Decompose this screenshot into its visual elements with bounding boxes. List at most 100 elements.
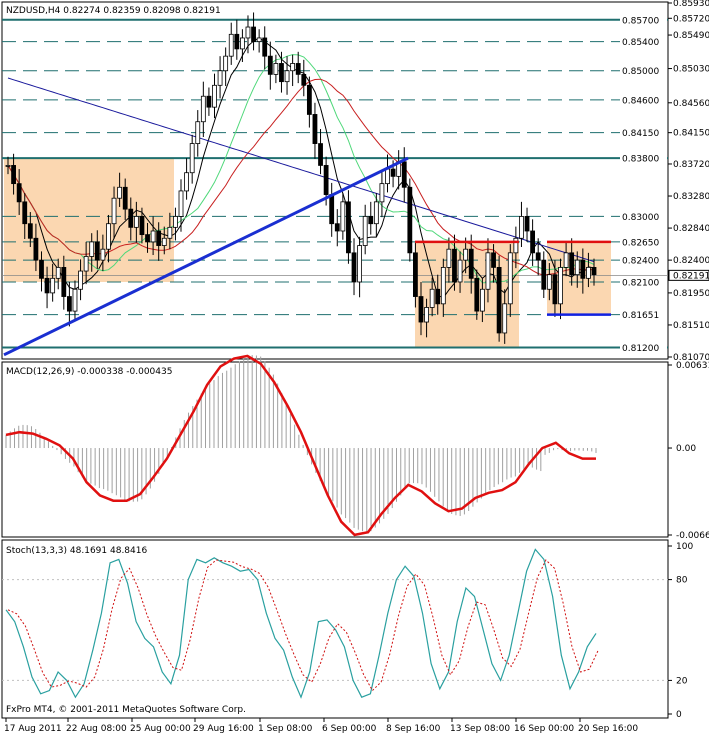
level-label-bg: [620, 342, 667, 353]
candle-body: [133, 216, 139, 228]
candle-body: [401, 161, 407, 188]
candle-body: [128, 208, 134, 228]
candle-body: [267, 55, 273, 75]
candle-body: [217, 70, 223, 86]
level-label: 0.85700: [622, 16, 659, 26]
level-label-bg: [620, 211, 667, 222]
candle-body: [468, 248, 474, 279]
candle-body: [323, 165, 329, 195]
candle-body: [574, 259, 580, 276]
level-label-bg: [620, 276, 667, 287]
candle-body: [44, 277, 50, 294]
price-tick-label: 0.81070: [673, 353, 709, 363]
level-label-bg: [620, 94, 667, 105]
candle-body: [318, 143, 323, 166]
candle-body: [334, 223, 340, 232]
level-label-bg: [620, 255, 667, 266]
ma-mid-line: [7, 54, 595, 284]
macd-tick-label: 0.00: [676, 444, 696, 454]
candle-body: [502, 303, 508, 334]
price-tick-label: 0.83280: [673, 192, 709, 202]
candle-body: [479, 288, 485, 312]
candle-body: [106, 223, 111, 250]
level-label: 0.84150: [622, 129, 659, 139]
time-tick-label: 8 Sep 16:00: [386, 724, 441, 734]
price-tick-label: 0.81510: [673, 321, 709, 331]
candle-body: [279, 63, 284, 83]
candle-body: [485, 252, 491, 290]
price-tick-label: 0.85030: [673, 65, 709, 75]
candle-body: [513, 237, 519, 254]
candle-body: [290, 63, 296, 72]
time-tick-label: 25 Aug 00:00: [130, 724, 191, 734]
price-tick-label: 0.81950: [673, 289, 709, 299]
level-label: 0.83000: [622, 213, 659, 223]
candle-body: [78, 270, 83, 290]
candle-body: [435, 288, 441, 305]
ma-slow-line: [7, 78, 595, 276]
candle-body: [273, 63, 279, 75]
candle-body: [379, 183, 385, 203]
candle-body: [301, 73, 307, 86]
candle-body: [167, 226, 173, 239]
candle-body: [234, 33, 240, 50]
candle-body: [150, 230, 156, 243]
level-label-bg: [620, 127, 667, 138]
stoch-tick-label: 80: [676, 576, 688, 586]
level-label: 0.82400: [622, 257, 659, 267]
candle-body: [22, 201, 28, 225]
level-label: 0.83800: [622, 155, 659, 165]
candle-body: [139, 216, 145, 236]
candle-body: [178, 190, 184, 217]
candle-body: [256, 37, 262, 43]
stoch-title: Stoch(13,3,3) 48.1691 48.8416: [6, 546, 147, 556]
candle-body: [429, 288, 435, 308]
candle-body: [558, 267, 563, 305]
candle-body: [83, 256, 89, 272]
candle-body: [212, 84, 217, 108]
candle-body: [66, 296, 72, 312]
stoch-tick-label: 20: [676, 676, 688, 686]
candle-body: [569, 252, 575, 276]
level-label-bg: [620, 14, 667, 25]
candle-body: [189, 143, 195, 174]
candle-body: [496, 267, 502, 334]
level-label-bg: [620, 153, 667, 164]
stoch-main-line: [5, 548, 597, 699]
price-tick-label: 0.85720: [673, 14, 709, 24]
candle-body: [5, 165, 11, 167]
candle-body: [72, 288, 78, 312]
candle-body: [586, 267, 591, 279]
candle-body: [491, 252, 496, 268]
candle-body: [122, 186, 128, 210]
price-tick-label: 0.84150: [673, 129, 709, 139]
candle-body: [100, 248, 106, 261]
candle-body: [563, 252, 569, 268]
candle-body: [530, 230, 536, 254]
candle-body: [519, 216, 524, 239]
candle-body: [457, 259, 463, 283]
candle-body: [161, 237, 167, 246]
candle-body: [284, 70, 290, 83]
price-tick-label: 0.85930: [673, 0, 709, 9]
candle-body: [446, 248, 452, 268]
candle-body: [89, 241, 95, 257]
candle-body: [145, 234, 150, 243]
stoch-signal-line: [7, 559, 599, 692]
candle-body: [413, 252, 418, 297]
time-tick-label: 13 Sep 08:00: [450, 724, 510, 734]
candle-body: [340, 201, 346, 232]
macd-pane: [1, 361, 669, 538]
candle-body: [591, 267, 597, 276]
candle-body: [200, 95, 206, 123]
candle-body: [346, 201, 351, 254]
candle-body: [239, 37, 245, 50]
candle-body: [535, 252, 541, 261]
ma-long-line: [7, 77, 595, 263]
time-tick-label: 16 Sep 00:00: [514, 724, 574, 734]
candle-body: [55, 267, 61, 279]
level-label: 0.82650: [622, 238, 659, 248]
uptrend-line: [3, 156, 409, 357]
candle-body: [418, 296, 424, 323]
